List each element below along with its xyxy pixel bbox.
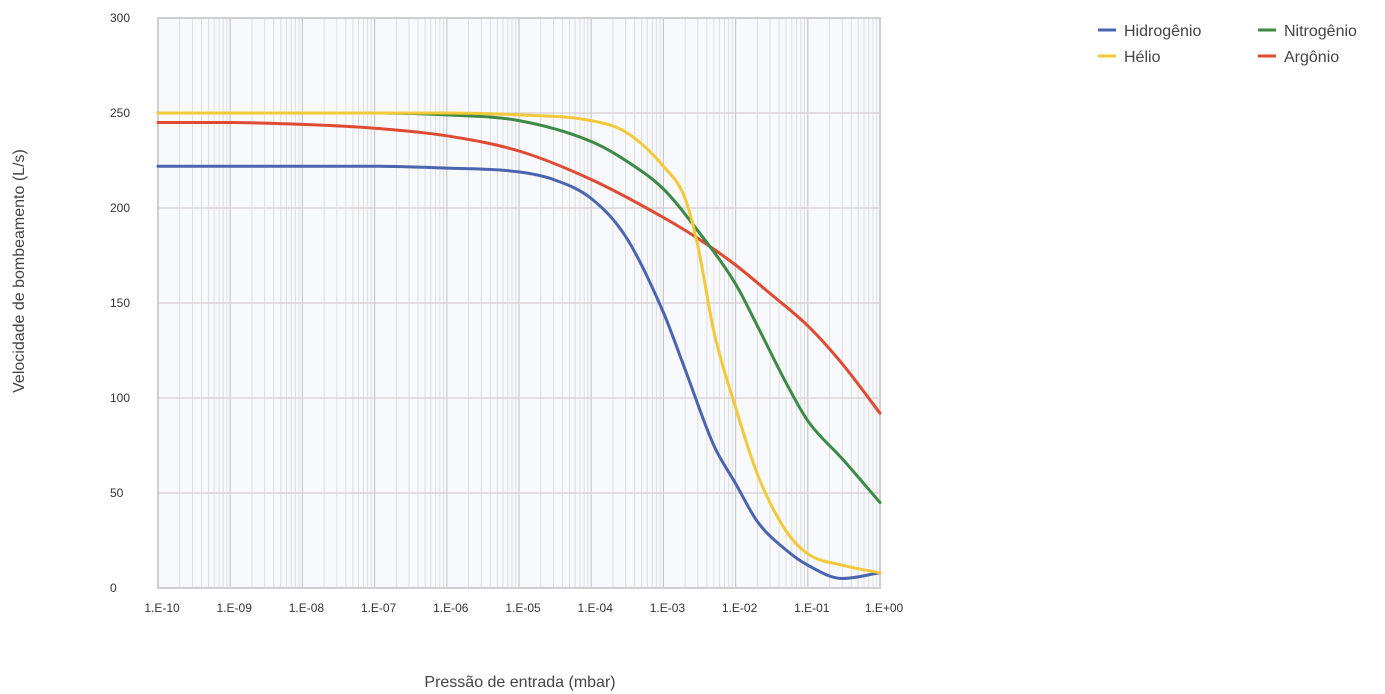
y-tick-label: 50 [110, 486, 124, 500]
y-tick-label: 0 [110, 581, 117, 595]
x-tick-label: 1.E-05 [505, 601, 541, 615]
series-line-helio [156, 111, 882, 575]
x-tick-label: 1.E-02 [722, 601, 758, 615]
x-tick-label: 1.E-07 [361, 601, 397, 615]
grid [157, 17, 881, 589]
x-tick-label: 1.E-10 [144, 601, 180, 615]
y-tick-label: 200 [110, 201, 130, 215]
y-tick-label: 150 [110, 296, 130, 310]
y-tick-label: 300 [110, 11, 130, 25]
legend-label-hidrogenio: Hidrogênio [1124, 23, 1201, 40]
series-layer [156, 111, 882, 580]
x-tick-label: 1.E+00 [865, 601, 904, 615]
legend-label-helio: Hélio [1124, 49, 1161, 66]
legend: Hidrogênio Nitrogênio Hélio Argônio [1098, 23, 1357, 66]
series-line-hidrogenio [156, 164, 882, 580]
series-line-argonio [156, 120, 882, 415]
y-axis-title: Velocidade de bombeamento (L/s) [11, 149, 28, 393]
plot-frame [157, 17, 881, 589]
x-tick-label: 1.E-04 [578, 601, 614, 615]
x-tick-label: 1.E-09 [217, 601, 253, 615]
x-tick-label: 1.E-01 [794, 601, 830, 615]
legend-label-nitrogenio: Nitrogênio [1284, 23, 1357, 40]
x-tick-label: 1.E-08 [289, 601, 325, 615]
y-tick-label: 250 [110, 106, 130, 120]
legend-label-argonio: Argônio [1284, 49, 1339, 66]
x-tick-label: 1.E-06 [433, 601, 469, 615]
y-tick-label: 100 [110, 391, 130, 405]
x-tick-label: 1.E-03 [650, 601, 686, 615]
x-axis-ticks: 1.E-10 1.E-09 1.E-08 1.E-07 1.E-06 1.E-05 1.E-… [144, 601, 903, 615]
y-axis-ticks: 0 50 100 150 200 250 300 [110, 11, 130, 595]
x-axis-title: Pressão de entrada (mbar) [424, 674, 615, 691]
